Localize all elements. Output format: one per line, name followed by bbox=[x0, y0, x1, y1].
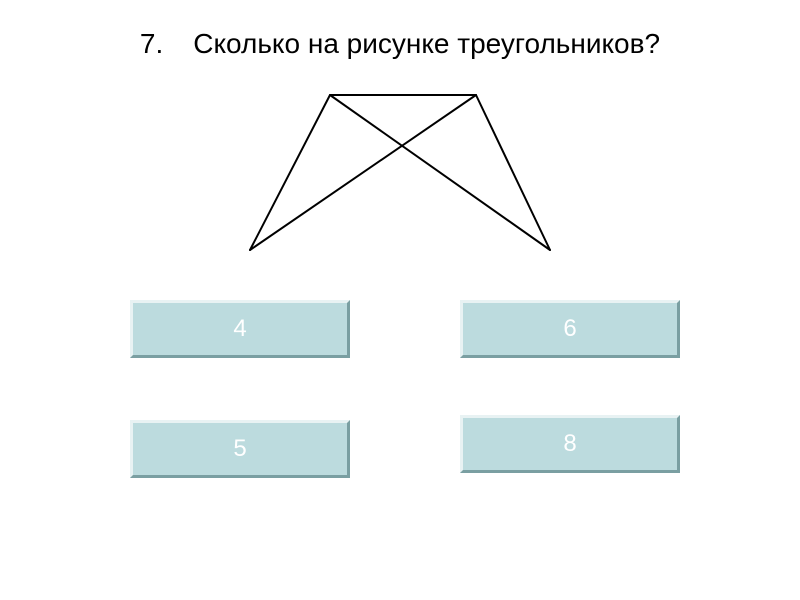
answer-label: 8 bbox=[563, 430, 576, 458]
question-text: Сколько на рисунке треугольников? bbox=[193, 28, 660, 59]
question-row: 7. Сколько на рисунке треугольников? bbox=[0, 28, 800, 60]
answer-option-5[interactable]: 5 bbox=[130, 420, 350, 478]
answer-option-4[interactable]: 4 bbox=[130, 300, 350, 358]
answer-label: 5 bbox=[233, 435, 246, 463]
answer-label: 6 bbox=[563, 315, 576, 343]
triangle-figure bbox=[240, 85, 560, 260]
question-number: 7. bbox=[140, 28, 163, 60]
answer-option-8[interactable]: 8 bbox=[460, 415, 680, 473]
answer-label: 4 bbox=[233, 315, 246, 343]
answer-option-6[interactable]: 6 bbox=[460, 300, 680, 358]
figure-container bbox=[240, 85, 560, 260]
